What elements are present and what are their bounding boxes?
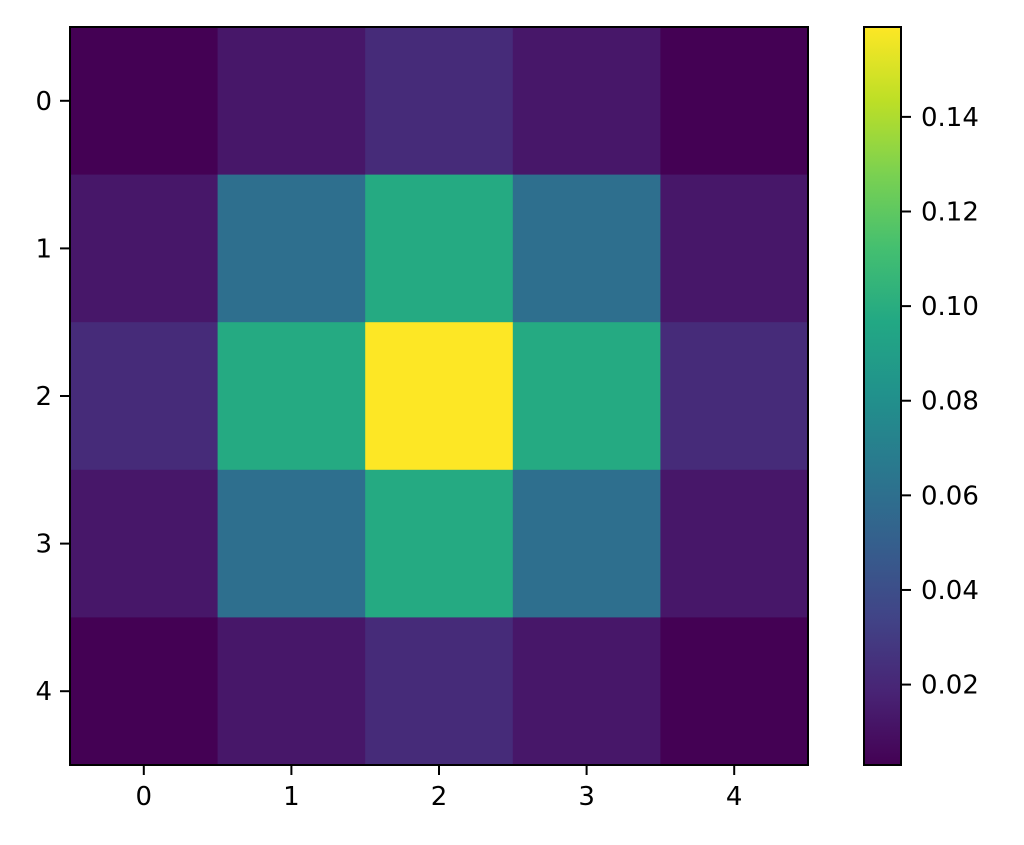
colorbar-tick-label: 0.08 [921, 387, 979, 417]
heatmap-cell-r3-c1 [217, 469, 366, 618]
x-tick-label: 3 [578, 782, 595, 812]
x-tick-label: 2 [431, 782, 448, 812]
y-tick-label: 0 [35, 87, 52, 117]
y-tick-label: 4 [35, 677, 52, 707]
x-axis: 0 1 2 3 4 [136, 765, 743, 812]
heatmap-cell-r1-c1 [217, 174, 366, 323]
heatmap-cell-r0-c2 [365, 27, 514, 176]
y-tick-label: 2 [35, 382, 52, 412]
heatmap-cell-r3-c3 [512, 469, 661, 618]
heatmap-cell-r1-c2 [365, 174, 514, 323]
colorbar [863, 26, 902, 766]
colorbar-tick-label: 0.12 [921, 198, 979, 228]
heatmap-cell-r4-c3 [512, 617, 661, 766]
colorbar-axis: 0.02 0.04 0.06 0.08 0.10 0.12 0.14 [901, 103, 979, 701]
heatmap-cell-r0-c4 [660, 27, 809, 176]
colorbar-tick-label: 0.14 [921, 103, 979, 133]
colorbar-tick-label: 0.02 [921, 671, 979, 701]
heatmap-cell-r4-c1 [217, 617, 366, 766]
colorbar-tick-label: 0.04 [921, 576, 979, 606]
heatmap-cell-r1-c4 [660, 174, 809, 323]
heatmap-cell-r3-c2 [365, 469, 514, 618]
y-tick-label: 1 [35, 234, 52, 264]
x-tick-label: 0 [136, 782, 153, 812]
heatmap-cell-r2-c2 [365, 322, 514, 471]
heatmap-cell-r2-c1 [217, 322, 366, 471]
heatmap-cell-r2-c4 [660, 322, 809, 471]
heatmap-cell-r2-c3 [512, 322, 661, 471]
heatmap-cell-r3-c0 [70, 469, 219, 618]
heatmap-cell-r3-c4 [660, 469, 809, 618]
heatmap-cell-r0-c3 [512, 27, 661, 176]
heatmap-cell-r1-c3 [512, 174, 661, 323]
heatmap-cells [70, 27, 809, 766]
heatmap-cell-r4-c0 [70, 617, 219, 766]
colorbar-tick-label: 0.06 [921, 481, 979, 511]
y-axis: 0 1 2 3 4 [35, 87, 70, 707]
heatmap-cell-r4-c2 [365, 617, 514, 766]
y-tick-label: 3 [35, 530, 52, 560]
heatmap-cell-r0-c1 [217, 27, 366, 176]
colorbar-tick-label: 0.10 [921, 292, 979, 322]
heatmap-cell-r0-c0 [70, 27, 219, 176]
heatmap-cell-r2-c0 [70, 322, 219, 471]
heatmap-cell-r4-c4 [660, 617, 809, 766]
x-tick-label: 4 [726, 782, 743, 812]
x-tick-label: 1 [283, 782, 300, 812]
heatmap-cell-r1-c0 [70, 174, 219, 323]
